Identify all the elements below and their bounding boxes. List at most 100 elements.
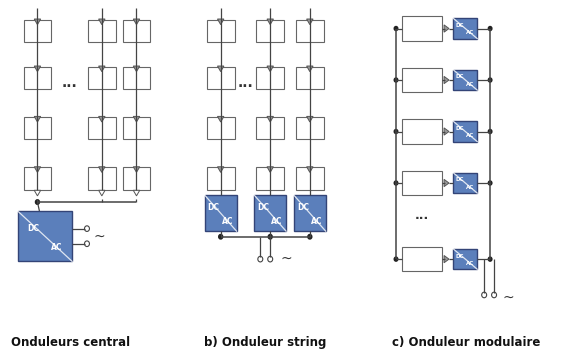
Bar [123,117,150,140]
Polygon shape [267,19,273,24]
Polygon shape [99,66,105,72]
Circle shape [269,235,272,239]
Bar [207,167,235,190]
Polygon shape [35,167,41,173]
Bar [402,171,442,195]
Text: c) Onduleur modulaire: c) Onduleur modulaire [392,337,541,349]
Text: ...: ... [61,76,77,91]
Bar [296,20,324,42]
Polygon shape [267,116,273,122]
Bar [23,117,51,140]
Bar [294,195,326,231]
Bar [88,117,116,140]
Bar [254,195,286,231]
Polygon shape [444,76,449,84]
Text: ...: ... [238,76,253,91]
Polygon shape [133,116,140,122]
Circle shape [394,257,398,261]
Bar [207,67,235,89]
Polygon shape [267,167,273,173]
Bar [453,121,477,142]
Polygon shape [99,167,105,173]
Circle shape [84,226,90,231]
Circle shape [308,235,312,239]
Text: AC: AC [51,243,63,252]
Polygon shape [218,66,224,72]
Bar [123,67,150,89]
Polygon shape [35,116,41,122]
Polygon shape [218,167,224,173]
Polygon shape [133,167,140,173]
Bar [207,117,235,140]
Bar [123,167,150,190]
Circle shape [219,235,223,239]
Polygon shape [99,190,105,196]
Text: DC: DC [208,203,220,212]
Polygon shape [444,256,449,263]
Polygon shape [267,66,273,72]
Circle shape [488,181,492,185]
Circle shape [491,292,497,298]
Text: ~: ~ [502,290,514,304]
Bar [296,167,324,190]
Text: DC: DC [456,253,464,258]
Bar [207,20,235,42]
Polygon shape [444,25,449,32]
Circle shape [488,27,492,31]
Bar [23,20,51,42]
Circle shape [258,256,263,262]
Circle shape [268,256,273,262]
Text: DC: DC [297,203,309,212]
Text: DC: DC [456,23,464,28]
Bar [88,167,116,190]
Polygon shape [218,116,224,122]
Text: AC: AC [466,261,474,266]
Bar [88,20,116,42]
Polygon shape [133,66,140,72]
Polygon shape [218,19,224,24]
Bar [256,67,284,89]
Polygon shape [99,116,105,122]
Text: AC: AC [466,133,474,138]
Text: DC: DC [257,203,269,212]
Circle shape [488,257,492,261]
Bar [256,167,284,190]
Text: AC: AC [222,217,233,226]
Bar [88,67,116,89]
Bar [123,20,150,42]
Text: AC: AC [271,217,283,226]
Bar [256,20,284,42]
Bar [402,247,442,272]
Polygon shape [444,179,449,187]
Bar [453,173,477,193]
Bar [453,70,477,90]
Circle shape [394,130,398,133]
Text: AC: AC [311,217,322,226]
Bar [453,18,477,39]
Text: ~: ~ [280,252,292,266]
Bar [402,119,442,144]
Bar [402,16,442,41]
Polygon shape [35,19,41,24]
Circle shape [394,78,398,82]
Polygon shape [99,19,105,24]
Text: DC: DC [27,224,39,233]
Bar [23,167,51,190]
Polygon shape [307,66,313,72]
Bar [296,117,324,140]
Circle shape [36,200,39,204]
Text: DC: DC [456,126,464,131]
Circle shape [84,241,90,246]
Text: ~: ~ [93,229,105,243]
Circle shape [488,130,492,133]
Bar [256,117,284,140]
Circle shape [488,78,492,82]
Circle shape [481,292,487,298]
Bar [18,211,72,261]
Text: AC: AC [466,82,474,87]
Text: Onduleurs central: Onduleurs central [11,337,130,349]
Circle shape [394,27,398,31]
Polygon shape [133,19,140,24]
Polygon shape [35,190,41,196]
Polygon shape [444,128,449,135]
